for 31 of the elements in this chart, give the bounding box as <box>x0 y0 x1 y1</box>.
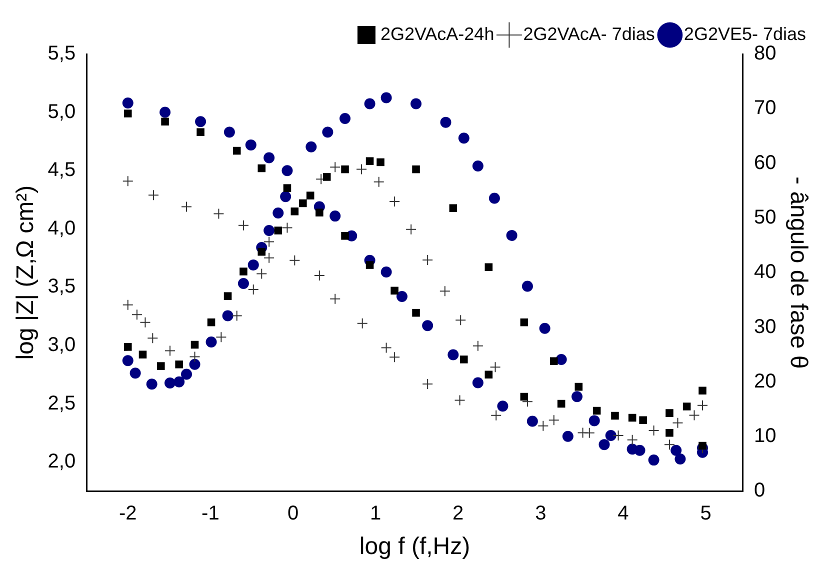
y-tick-label: 3,0 <box>48 334 76 356</box>
y-tick-label: 4,5 <box>48 159 76 182</box>
legend-label: 2G2VE5- 7dias <box>684 24 806 44</box>
y2-tick-label: 60 <box>754 152 776 174</box>
legend-label: 2G2VAcA- 7dias <box>523 24 655 44</box>
legend-label: 2G2VAcA-24h <box>380 24 494 44</box>
x-tick-label: -1 <box>202 502 220 525</box>
x-tick-label: 5 <box>700 502 712 525</box>
y-axis-title: log |Z| (Z,Ω cm²) <box>12 185 40 360</box>
x-tick-label: 2 <box>452 502 464 525</box>
y-tick-label: 4,0 <box>48 217 76 240</box>
y-tick-label: 2,0 <box>48 450 76 473</box>
y-tick-label: 5,5 <box>48 42 76 65</box>
y-tick-label: 3,5 <box>48 276 76 298</box>
y2-tick-label: 30 <box>754 316 776 338</box>
x-tick-label: 1 <box>370 502 382 525</box>
y2-tick-label: 10 <box>754 425 776 448</box>
y2-tick-label: 80 <box>754 42 776 65</box>
y2-tick-label: 70 <box>754 97 776 120</box>
y2-tick-label: 20 <box>754 370 776 392</box>
y2-axis-title: - ângulo de fase θ <box>784 176 812 369</box>
x-tick-label: 3 <box>535 502 546 525</box>
x-tick-label: 4 <box>618 502 629 525</box>
x-tick-label: -2 <box>118 502 137 525</box>
y-tick-label: 2,5 <box>48 392 76 414</box>
y-tick-label: 5,0 <box>48 100 76 123</box>
y2-tick-label: 50 <box>754 206 776 228</box>
y2-tick-label: 40 <box>754 261 776 284</box>
x-axis-title: log f (f,Hz) <box>359 533 470 560</box>
x-tick-label: 0 <box>287 502 299 525</box>
y2-tick-label: 0 <box>754 480 766 502</box>
